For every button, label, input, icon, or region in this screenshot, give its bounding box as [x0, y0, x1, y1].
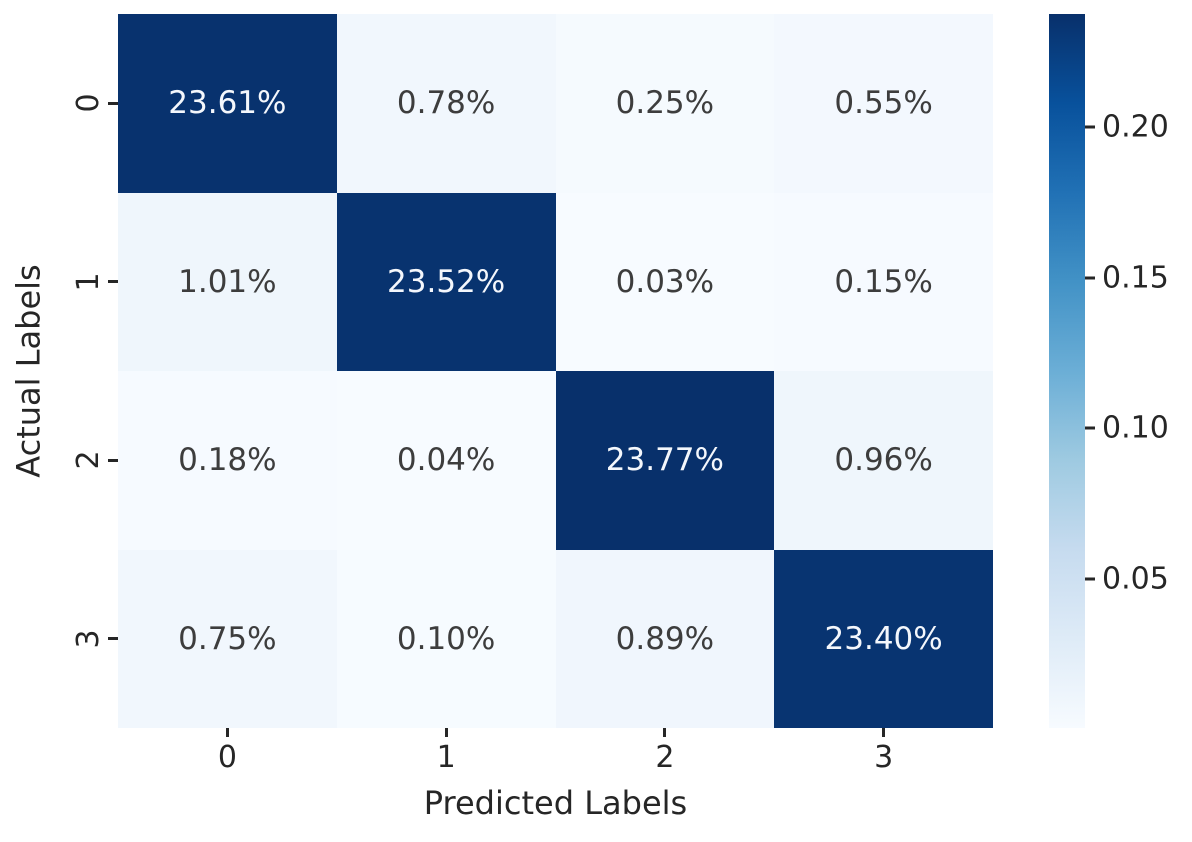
y-tick-mark: [108, 280, 118, 284]
colorbar-tick-label: 0.15: [1102, 260, 1169, 296]
heatmap-cell: 23.52%: [336, 192, 556, 371]
y-axis-title: Actual Labels: [10, 264, 49, 478]
heatmap-cell: 23.77%: [555, 371, 775, 550]
x-tick-mark: [663, 728, 667, 737]
y-tick: 2: [0, 371, 118, 550]
heatmap-cell: 0.75%: [118, 549, 337, 728]
colorbar-tick: 0.15: [1085, 260, 1169, 295]
y-tick: 0: [0, 14, 118, 193]
x-axis-ticks: 0 1 2 3: [118, 728, 993, 775]
colorbar-tick: 0.20: [1085, 110, 1169, 145]
y-axis-ticks: 0 1 2 3: [0, 14, 118, 728]
y-tick: 3: [0, 550, 118, 729]
x-tick-label: 3: [874, 740, 894, 775]
colorbar-tick: 0.10: [1085, 411, 1169, 446]
x-tick: 2: [556, 728, 775, 775]
heatmap-cell: 0.55%: [774, 14, 993, 193]
x-tick: 3: [774, 728, 993, 775]
colorbar-tick-mark: [1085, 276, 1095, 280]
heatmap-cell: 0.89%: [555, 549, 775, 728]
colorbar-tick-mark: [1085, 426, 1095, 430]
colorbar-tick-mark: [1085, 577, 1095, 580]
heatmap-cell: 0.96%: [774, 371, 993, 550]
heatmap-cell: 1.01%: [118, 192, 337, 371]
x-tick-mark: [882, 728, 886, 737]
y-tick-mark: [108, 458, 118, 462]
heatmap-cell: 0.10%: [336, 549, 556, 728]
colorbar-ticks: 0.20 0.15 0.10 0.05: [1085, 14, 1192, 728]
heatmap-cell: 23.40%: [774, 549, 993, 728]
colorbar-tick-label: 0.20: [1102, 109, 1169, 145]
heatmap-grid: 23.61% 0.78% 0.25% 0.55% 1.01% 23.52% 0.…: [118, 14, 993, 728]
y-tick-mark: [108, 637, 118, 641]
y-tick-label: 0: [71, 93, 106, 113]
heatmap-cell: 0.18%: [118, 371, 337, 550]
y-tick-label: 1: [71, 272, 106, 292]
y-axis-title-wrap: Actual Labels: [0, 14, 58, 728]
x-tick: 0: [118, 728, 337, 775]
x-axis-title: Predicted Labels: [423, 784, 688, 822]
heatmap-cell: 0.78%: [336, 14, 556, 193]
y-tick-label: 3: [71, 629, 106, 649]
y-tick-label: 2: [71, 450, 106, 470]
x-tick-label: 1: [436, 740, 456, 775]
x-tick-label: 0: [217, 740, 237, 775]
heatmap-cell: 0.15%: [774, 192, 993, 371]
colorbar-tick-mark: [1085, 125, 1095, 129]
x-tick-mark: [444, 728, 448, 737]
heatmap-cell: 0.03%: [555, 192, 775, 371]
x-tick-label: 2: [655, 740, 675, 775]
colorbar-tick: 0.05: [1085, 561, 1169, 596]
x-tick-mark: [225, 728, 229, 737]
heatmap-cell: 0.04%: [336, 371, 556, 550]
heatmap-cell: 23.61%: [118, 14, 337, 193]
colorbar: [1049, 14, 1085, 728]
colorbar-tick-label: 0.05: [1102, 561, 1169, 596]
x-tick: 1: [337, 728, 556, 775]
colorbar-tick-label: 0.10: [1102, 410, 1169, 446]
y-tick-mark: [108, 101, 118, 105]
heatmap-cell: 0.25%: [555, 14, 775, 193]
y-tick: 1: [0, 193, 118, 372]
